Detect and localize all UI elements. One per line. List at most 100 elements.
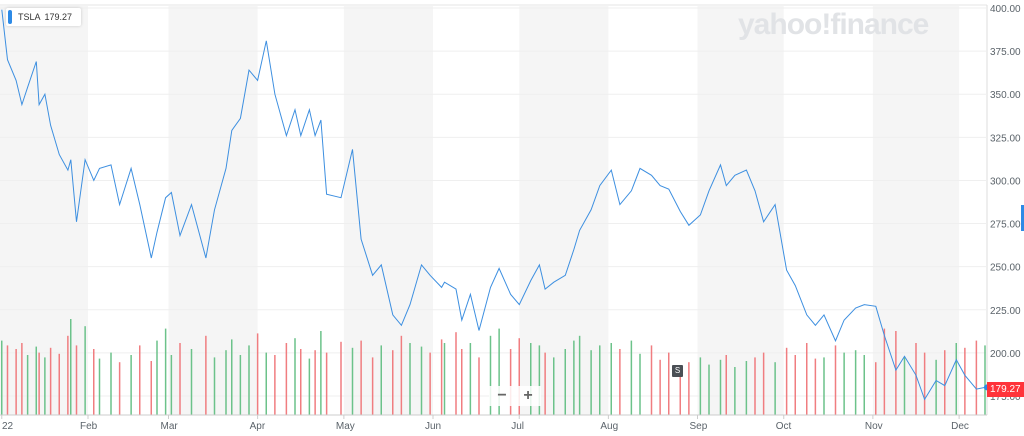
- volume-bar: [544, 352, 546, 415]
- volume-bar: [256, 333, 259, 415]
- volume-bar: [599, 345, 601, 415]
- volume-bar: [49, 347, 52, 415]
- volume-bar: [190, 349, 193, 415]
- volume-bar: [650, 345, 653, 415]
- volume-bar: [903, 357, 906, 415]
- volume-bar: [794, 355, 796, 415]
- volume-bar: [351, 347, 354, 415]
- event-marker-split[interactable]: S: [672, 365, 683, 377]
- volume-bar: [875, 362, 877, 415]
- volume-bar: [248, 345, 250, 415]
- volume-bar: [392, 350, 394, 415]
- volume-bar: [15, 349, 17, 415]
- volume-bar: [854, 350, 857, 415]
- month-bands: [0, 6, 960, 415]
- volume-bar: [325, 352, 328, 415]
- volume-bar: [975, 340, 978, 415]
- month-band: [343, 6, 433, 415]
- volume-bar: [265, 352, 267, 415]
- volume-bar: [139, 345, 141, 415]
- volume-bar: [400, 335, 403, 415]
- gridlines: [0, 4, 988, 415]
- x-tick-label: Sep: [690, 421, 708, 432]
- volume-bar: [285, 343, 288, 415]
- price-line: [1, 9, 986, 401]
- y-tick-label: 175.00: [990, 392, 1021, 403]
- volume-bar: [93, 349, 95, 415]
- volume-bar: [578, 335, 581, 415]
- volume-bar: [915, 343, 917, 415]
- x-axis: 22 Feb Mar Apr May Jun Jul Aug Sep Oct Nov Dec: [0, 414, 987, 432]
- volume-bar: [38, 352, 40, 415]
- volume-bar: [429, 352, 431, 415]
- volume-bar: [70, 319, 72, 415]
- volume-bar: [179, 343, 181, 415]
- volume-bar: [420, 346, 423, 415]
- volume-bar: [538, 345, 541, 415]
- volume-bar: [498, 328, 500, 415]
- volume-bar: [553, 357, 555, 415]
- volume-bar: [668, 352, 670, 415]
- volume-bar: [164, 328, 167, 415]
- volume-bar: [935, 359, 937, 415]
- volume-bar: [231, 339, 233, 415]
- x-tick-label: Nov: [865, 421, 883, 432]
- x-tick-label: Oct: [776, 421, 792, 432]
- volume-bar: [610, 343, 612, 415]
- volume-bar: [489, 335, 492, 415]
- volume-bar: [814, 358, 817, 415]
- x-tick-label: Feb: [80, 421, 98, 432]
- volume-bar: [823, 357, 825, 415]
- x-tick-label: Aug: [600, 421, 618, 432]
- volume-bar: [679, 367, 681, 415]
- volume-bar: [340, 341, 342, 415]
- volume-bar: [308, 358, 311, 415]
- zoom-controls: − +: [489, 386, 541, 406]
- volume-bar: [274, 355, 276, 415]
- y-tick-label: 250.00: [990, 263, 1021, 274]
- volume-bar: [440, 339, 443, 415]
- volume-bar: [708, 364, 710, 415]
- volume-bar: [530, 343, 532, 415]
- y-tick-label: 200.00: [990, 349, 1021, 360]
- volume-bar: [314, 350, 316, 415]
- volume-bar: [35, 346, 37, 415]
- volume-bar: [213, 357, 216, 415]
- zoom-out-button[interactable]: −: [497, 387, 507, 404]
- ticker-symbol: TSLA: [18, 12, 41, 22]
- volume-bar: [409, 343, 411, 415]
- volume-bar: [300, 349, 302, 415]
- volume-bar: [734, 367, 736, 415]
- volume-bar: [469, 343, 472, 415]
- volume-bar: [883, 328, 886, 415]
- month-band: [519, 6, 609, 415]
- volume-bar: [455, 332, 457, 415]
- ticker-legend[interactable]: TSLA 179.27: [6, 8, 82, 26]
- volume-bar: [944, 350, 946, 415]
- volume-bar: [863, 355, 865, 415]
- volume-bar: [699, 357, 702, 415]
- volume-bar: [719, 359, 722, 415]
- panel-resize-handle[interactable]: [1021, 205, 1024, 231]
- volume-bar: [806, 343, 808, 415]
- volume-bar: [478, 357, 480, 415]
- y-tick-label: 225.00: [990, 306, 1021, 317]
- zoom-in-button[interactable]: +: [523, 387, 533, 404]
- volume-bar: [984, 345, 986, 415]
- volume-bar: [843, 352, 845, 415]
- volume-bar: [590, 350, 592, 415]
- x-tick-label: Dec: [951, 421, 969, 432]
- volume-bar: [75, 345, 78, 415]
- volume-bar: [774, 362, 776, 415]
- x-tick-label: 22: [2, 421, 14, 432]
- volume-bar: [98, 358, 101, 415]
- y-tick-label: 350.00: [990, 90, 1021, 101]
- volume-bar: [380, 345, 382, 415]
- month-band: [168, 6, 258, 415]
- volume-bar: [754, 357, 756, 415]
- volume-bars: [1, 319, 986, 415]
- volume-bar: [156, 340, 158, 415]
- volume-bar: [67, 335, 69, 415]
- volume-bar: [150, 361, 152, 415]
